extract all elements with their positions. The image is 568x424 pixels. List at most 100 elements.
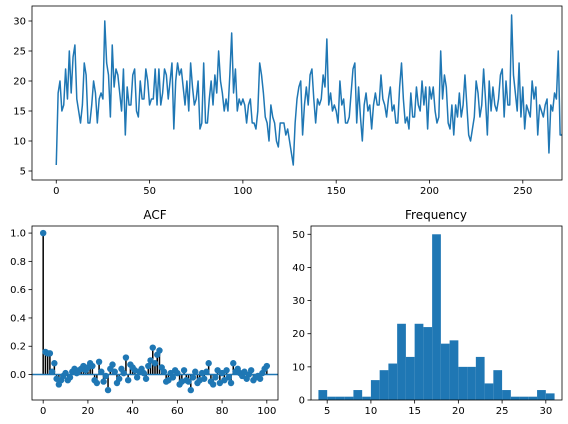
histogram-bar: [519, 396, 529, 400]
acf-point: [227, 379, 235, 387]
acf-xtick-label: 20: [82, 406, 95, 417]
acf-point: [203, 368, 210, 375]
histogram-bar: [458, 366, 468, 400]
histogram-marks: [318, 234, 555, 400]
acf-point: [225, 374, 232, 381]
histogram-bar: [397, 323, 406, 400]
histogram-bar: [335, 396, 345, 400]
acf-point: [180, 367, 188, 374]
ts-xtick-label: 150: [327, 186, 346, 197]
ts-xtick-label: 100: [233, 186, 252, 197]
hist-ytick-label: 0: [299, 396, 305, 407]
histogram-title: Frequency: [405, 208, 467, 222]
hist-ytick-label: 30: [292, 296, 305, 307]
acf-xtick-label: 60: [171, 406, 184, 417]
histogram-bar: [370, 380, 380, 400]
acf-point: [256, 375, 264, 382]
acf-xtick-label: 40: [126, 406, 139, 417]
hist-xtick-label: 10: [365, 406, 378, 417]
hist-xtick-label: 5: [324, 406, 330, 417]
ts-xtick-label: 0: [53, 186, 59, 197]
hist-ytick-label: 50: [292, 230, 305, 241]
histogram-bar: [440, 343, 450, 400]
time-series-marks: [55, 14, 562, 166]
acf-panel: ACF 0 20 40 60 80 100 0.0 0.2 0.4 0.6 0.8 1.0: [10, 208, 279, 417]
acf-point: [212, 374, 219, 381]
acf-point: [62, 369, 69, 377]
acf-point: [95, 358, 103, 366]
histogram-bar: [423, 327, 433, 400]
time-series-line: [55, 14, 562, 166]
histogram-bar: [362, 396, 371, 400]
acf-point: [145, 362, 152, 370]
histogram-bar: [379, 370, 389, 400]
histogram-bar: [484, 383, 494, 400]
ts-ytick-label: 10: [13, 137, 26, 148]
histogram-bar: [475, 356, 485, 400]
acf-point: [133, 374, 141, 381]
hist-ytick-label: 20: [292, 329, 305, 340]
histogram-bar: [537, 390, 546, 400]
histogram-bar: [467, 366, 476, 400]
acf-point: [140, 369, 148, 377]
acf-point: [151, 360, 159, 367]
acf-point: [104, 386, 112, 394]
acf-xtick-label: 0: [40, 406, 46, 417]
histogram-bar: [388, 363, 398, 400]
time-series-frame: [31, 5, 563, 181]
acf-xtick-label: 100: [257, 406, 276, 417]
acf-point: [102, 372, 110, 380]
ts-xtick-label: 200: [420, 186, 439, 197]
acf-point: [223, 367, 230, 374]
hist-ytick-label: 40: [292, 263, 305, 274]
acf-ytick-label: 1.0: [10, 229, 26, 240]
hist-xtick-label: 15: [408, 406, 421, 417]
acf-point: [89, 362, 96, 370]
acf-point: [247, 367, 255, 374]
histogram-bar: [327, 396, 336, 400]
acf-point: [263, 362, 271, 370]
histogram-bar: [344, 396, 354, 400]
acf-title: ACF: [143, 208, 166, 222]
acf-point: [230, 360, 237, 367]
acf-point: [98, 368, 105, 375]
ts-ytick-label: 15: [13, 107, 26, 118]
hist-xtick-label: 30: [539, 406, 552, 417]
acf-point: [149, 344, 156, 351]
acf-xtick-label: 80: [216, 406, 229, 417]
histogram-bar: [405, 356, 415, 400]
acf-ytick-label: 0.8: [10, 257, 26, 268]
histogram-bar: [449, 340, 459, 400]
histogram-frame: [310, 225, 563, 401]
acf-ytick-label: 0.2: [10, 342, 26, 353]
ts-ytick-label: 20: [13, 77, 26, 88]
histogram-bar: [545, 393, 555, 400]
acf-point: [174, 369, 181, 377]
acf-point: [100, 378, 107, 385]
acf-point: [46, 350, 54, 357]
acf-frame: [31, 225, 279, 401]
acf-point: [120, 369, 127, 377]
histogram-ticks: 5 10 15 20 25 30 0 10 20 30 40 50: [292, 230, 552, 417]
hist-xtick-label: 25: [496, 406, 509, 417]
acf-point: [48, 368, 56, 375]
hist-ytick-label: 10: [292, 362, 305, 373]
histogram-bar: [432, 234, 441, 400]
histogram-bar: [353, 390, 363, 400]
histogram-bar: [493, 370, 503, 400]
acf-point: [142, 375, 150, 382]
acf-point: [156, 347, 163, 354]
acf-point: [39, 229, 47, 237]
acf-point: [116, 375, 123, 382]
histogram-bar: [414, 323, 424, 400]
acf-point: [124, 376, 132, 384]
acf-point: [111, 368, 118, 375]
acf-ticks: 0 20 40 60 80 100 0.0 0.2 0.4 0.6 0.8 1.0: [10, 229, 276, 417]
histogram-bar: [318, 390, 328, 400]
acf-point: [66, 374, 74, 381]
ts-ytick-label: 5: [20, 167, 26, 178]
hist-xtick-label: 20: [452, 406, 465, 417]
ts-xtick-label: 50: [143, 186, 156, 197]
acf-point: [93, 379, 101, 387]
acf-point: [185, 378, 192, 385]
